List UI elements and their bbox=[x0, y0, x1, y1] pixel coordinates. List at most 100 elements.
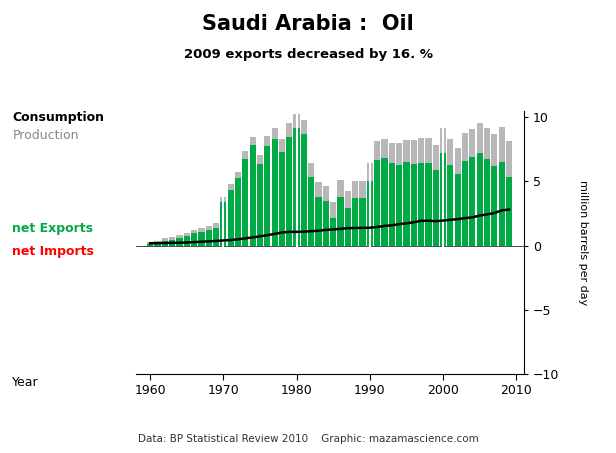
Bar bbox=[477, 154, 483, 246]
Bar bbox=[455, 174, 461, 246]
Bar bbox=[498, 162, 505, 246]
Bar bbox=[308, 163, 314, 246]
Text: 2009 exports decreased by 16. %: 2009 exports decreased by 16. % bbox=[184, 48, 432, 61]
Bar bbox=[403, 162, 410, 246]
Bar bbox=[477, 123, 483, 246]
Bar bbox=[315, 182, 322, 246]
Bar bbox=[352, 181, 359, 246]
Bar bbox=[425, 138, 432, 246]
Bar bbox=[206, 226, 212, 246]
Bar bbox=[147, 242, 153, 246]
Bar bbox=[221, 197, 227, 246]
Bar bbox=[381, 159, 387, 246]
Bar bbox=[367, 164, 373, 246]
Bar bbox=[169, 237, 175, 246]
Bar bbox=[330, 202, 336, 246]
Bar bbox=[286, 123, 293, 246]
Bar bbox=[418, 139, 424, 246]
Bar bbox=[389, 163, 395, 246]
Bar bbox=[272, 128, 278, 246]
Bar bbox=[221, 202, 227, 246]
Bar bbox=[249, 137, 256, 246]
Bar bbox=[469, 129, 476, 246]
Bar bbox=[191, 233, 197, 246]
Bar bbox=[411, 140, 417, 246]
Text: Data: BP Statistical Review 2010    Graphic: mazamascience.com: Data: BP Statistical Review 2010 Graphic… bbox=[137, 434, 479, 444]
Bar bbox=[249, 145, 256, 246]
Bar bbox=[198, 228, 205, 246]
Bar bbox=[418, 139, 424, 246]
Bar bbox=[249, 137, 256, 246]
Bar bbox=[198, 228, 205, 246]
Bar bbox=[396, 143, 402, 246]
Bar bbox=[176, 235, 182, 246]
Bar bbox=[235, 178, 241, 246]
Text: Year: Year bbox=[12, 376, 39, 389]
Bar bbox=[330, 218, 336, 246]
Bar bbox=[323, 186, 329, 246]
Bar bbox=[308, 163, 314, 246]
Bar bbox=[396, 164, 402, 246]
Bar bbox=[213, 223, 219, 246]
Bar bbox=[293, 114, 300, 246]
Bar bbox=[323, 186, 329, 246]
Bar bbox=[301, 120, 307, 246]
Bar bbox=[308, 177, 314, 246]
Bar bbox=[293, 128, 300, 246]
Bar bbox=[161, 238, 168, 246]
Bar bbox=[213, 228, 219, 246]
Bar bbox=[484, 128, 490, 246]
Bar bbox=[506, 141, 512, 246]
Bar bbox=[155, 243, 161, 246]
Bar bbox=[498, 127, 505, 246]
Bar bbox=[447, 139, 453, 246]
Bar bbox=[176, 235, 182, 246]
Bar bbox=[367, 181, 373, 246]
Text: net Exports: net Exports bbox=[12, 222, 93, 235]
Bar bbox=[257, 155, 263, 246]
Bar bbox=[198, 232, 205, 246]
Bar bbox=[323, 201, 329, 246]
Bar bbox=[272, 128, 278, 246]
Bar bbox=[506, 177, 512, 246]
Bar bbox=[206, 226, 212, 246]
Bar bbox=[491, 166, 498, 246]
Bar bbox=[484, 159, 490, 246]
Bar bbox=[469, 157, 476, 246]
Bar bbox=[213, 223, 219, 246]
Bar bbox=[352, 198, 359, 246]
Bar bbox=[155, 241, 161, 246]
Bar bbox=[169, 237, 175, 246]
Bar bbox=[191, 230, 197, 246]
Bar bbox=[235, 172, 241, 246]
Bar bbox=[477, 123, 483, 246]
Bar bbox=[484, 128, 490, 246]
Text: net Imports: net Imports bbox=[12, 245, 94, 258]
Bar bbox=[491, 134, 498, 246]
Bar bbox=[359, 198, 366, 246]
Text: Production: Production bbox=[12, 129, 79, 142]
Bar bbox=[257, 155, 263, 246]
Bar bbox=[359, 181, 366, 246]
Bar bbox=[184, 236, 190, 246]
Bar bbox=[242, 159, 248, 246]
Bar bbox=[425, 163, 432, 246]
Bar bbox=[264, 136, 270, 246]
Bar bbox=[206, 230, 212, 246]
Bar bbox=[169, 240, 175, 246]
Bar bbox=[330, 202, 336, 246]
Bar bbox=[227, 190, 234, 246]
Bar bbox=[191, 230, 197, 246]
Bar bbox=[374, 160, 380, 246]
Bar bbox=[279, 139, 285, 246]
Bar bbox=[367, 164, 373, 246]
Bar bbox=[374, 141, 380, 246]
Bar bbox=[184, 232, 190, 246]
Bar bbox=[440, 128, 446, 246]
Bar bbox=[227, 184, 234, 246]
Bar bbox=[455, 148, 461, 246]
Bar bbox=[462, 133, 468, 246]
Text: Saudi Arabia :  Oil: Saudi Arabia : Oil bbox=[202, 14, 414, 34]
Bar bbox=[338, 180, 344, 246]
Y-axis label: million barrels per day: million barrels per day bbox=[578, 180, 588, 305]
